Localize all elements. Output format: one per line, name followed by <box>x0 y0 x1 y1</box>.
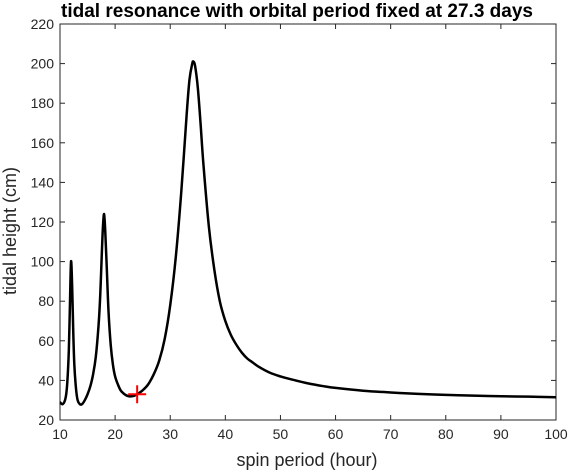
y-tick-label: 180 <box>31 95 55 111</box>
ticks-group: 10 20 30 40 50 60 70 80 90 1002040608010012014016… <box>31 16 568 442</box>
y-tick-label: 120 <box>31 214 55 230</box>
axes-box <box>59 23 557 421</box>
series-line <box>59 60 557 406</box>
y-axis-label: tidal height (cm) <box>0 167 20 295</box>
series-group <box>59 60 557 406</box>
y-tick-label: 140 <box>31 174 55 190</box>
x-tick-label: 30 <box>162 426 178 442</box>
y-tick-label: 100 <box>31 254 55 270</box>
x-axis-label: spin period (hour) <box>236 450 377 470</box>
x-tick-label: 70 <box>383 426 399 442</box>
y-tick-label: 80 <box>38 293 54 309</box>
x-tick-label: 50 <box>273 426 289 442</box>
y-tick-label: 160 <box>31 135 55 151</box>
x-tick-label: 40 <box>218 426 234 442</box>
x-tick-label: 80 <box>438 426 454 442</box>
chart-title: tidal resonance with orbital period fixe… <box>61 1 533 22</box>
x-tick-label: 90 <box>493 426 509 442</box>
plot-area <box>59 23 557 421</box>
y-tick-label: 40 <box>38 372 54 388</box>
x-tick-label: 100 <box>544 426 568 442</box>
marker-plus <box>128 385 147 404</box>
y-tick-label: 200 <box>31 56 55 72</box>
y-tick-label: 220 <box>31 16 55 32</box>
x-tick-label: 10 <box>52 426 68 442</box>
x-tick-label: 60 <box>328 426 344 442</box>
x-tick-label: 20 <box>107 426 123 442</box>
y-tick-label: 20 <box>38 412 54 428</box>
y-tick-label: 60 <box>38 333 54 349</box>
